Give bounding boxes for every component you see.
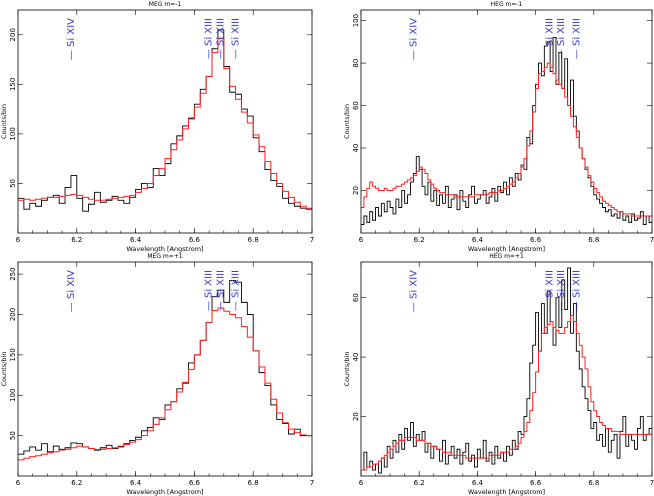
x-axis-label: Wavelength [Angstrom]: [126, 245, 203, 253]
x-axis-label: Wavelength [Angstrom]: [468, 245, 545, 253]
x-tick-label: 6.2: [71, 479, 82, 487]
chart-panel-4: HEG m=+1 6 6.2 6.4 6.6 6.8 7 20 40 60 Wavelength […: [343, 253, 654, 496]
x-tick-label: 6.6: [189, 236, 201, 244]
chart-title: MEG m=-1: [149, 1, 182, 8]
x-tick-label: 6.4: [130, 479, 142, 487]
x-tick-label: 6.8: [588, 479, 599, 487]
x-tick-label: 6.8: [248, 236, 259, 244]
y-tick-label: 50: [9, 179, 17, 188]
x-tick-label: 6.4: [472, 479, 484, 487]
y-tick-label: 20: [352, 412, 360, 421]
y-axis-label: Counts/bin: [0, 104, 8, 139]
chart-title: HEG m=-1: [491, 1, 523, 8]
spectral-line-label: — Si XIII: [215, 270, 226, 311]
y-tick-label: 100: [9, 127, 17, 140]
plot-frame: [17, 261, 313, 477]
y-tick-label: 60: [352, 101, 360, 110]
x-tick-label: 7: [310, 479, 314, 487]
spectral-line-label: — Si XIII: [556, 18, 567, 59]
model-histogram: [361, 315, 652, 471]
model-histogram: [18, 307, 312, 461]
chart-title: HEG m=+1: [489, 253, 524, 260]
y-axis-label: Counts/bin: [343, 104, 351, 139]
x-tick-label: 6.4: [130, 236, 142, 244]
y-axis-label: Counts/bin: [343, 352, 351, 387]
spectral-line-label: — Si XIV: [66, 270, 77, 312]
y-tick-label: 40: [352, 353, 360, 362]
x-tick-label: 7: [650, 479, 654, 487]
x-tick-label: 6.6: [530, 479, 542, 487]
spectral-line-label: — Si XIV: [408, 18, 419, 60]
y-tick-label: 250: [9, 267, 17, 280]
x-tick-label: 7: [310, 236, 314, 244]
model-histogram: [361, 62, 652, 217]
spectral-line-label: — Si XIII: [556, 270, 567, 311]
data-histogram: [18, 280, 312, 455]
y-tick-label: 60: [352, 293, 360, 302]
x-tick-label: 6: [16, 479, 21, 487]
x-tick-label: 6.2: [414, 236, 425, 244]
y-tick-label: 200: [9, 28, 17, 41]
spectral-line-label: — Si XIV: [66, 18, 77, 60]
x-tick-label: 7: [650, 236, 654, 244]
spectral-line-label: — Si XIII: [204, 18, 215, 59]
x-axis-label: Wavelength [Angstrom]: [468, 488, 545, 496]
y-tick-label: 100: [9, 389, 17, 402]
spectral-line-label: — Si XIII: [215, 18, 226, 59]
model-histogram: [18, 38, 312, 209]
spectral-line-label: — Si XIII: [571, 270, 582, 311]
x-tick-label: 6.8: [588, 236, 599, 244]
y-tick-label: 100: [352, 14, 360, 27]
y-tick-label: 200: [9, 308, 17, 321]
x-tick-label: 6.4: [472, 236, 484, 244]
plot-frame: [360, 261, 653, 477]
data-histogram: [361, 37, 652, 225]
plot-frame: [360, 9, 653, 234]
chart-panel-2: HEG m=-1 6 6.2 6.4 6.6 6.8 7 20 40 60 80 100 Wavelen…: [343, 1, 654, 253]
y-tick-label: 80: [352, 59, 360, 68]
spectral-line-label: — Si XIV: [408, 270, 419, 312]
y-tick-label: 40: [352, 144, 360, 153]
data-histogram: [361, 267, 652, 474]
x-tick-label: 6.6: [189, 479, 201, 487]
y-tick-label: 20: [352, 186, 360, 195]
data-histogram: [18, 29, 312, 212]
spectral-line-label: — Si XIII: [231, 270, 242, 311]
x-tick-label: 6.2: [414, 479, 425, 487]
chart-panel-1: MEG m=-1 6 6.2 6.4 6.6 6.8 7 50 100 150 200 Wavelen…: [0, 1, 314, 253]
x-tick-label: 6.8: [248, 479, 259, 487]
y-axis-label: Counts/bin: [0, 352, 8, 387]
x-tick-label: 6: [359, 479, 364, 487]
y-tick-label: 150: [9, 78, 17, 91]
spectral-line-label: — Si XIII: [571, 18, 582, 59]
plot-frame: [17, 9, 313, 234]
chart-title: MEG m=+1: [147, 253, 182, 260]
spectral-line-label: — Si XIII: [545, 270, 556, 311]
x-axis-label: Wavelength [Angstrom]: [126, 488, 203, 496]
chart-panel-3: MEG m=+1 6 6.2 6.4 6.6 6.8 7 50 100 150 200 250 Wave…: [0, 253, 314, 496]
y-tick-label: 50: [9, 431, 17, 440]
spectral-line-label: — Si XIII: [231, 18, 242, 59]
spectral-line-label: — Si XIII: [545, 18, 556, 59]
x-tick-label: 6: [16, 236, 21, 244]
x-tick-label: 6: [359, 236, 364, 244]
x-tick-label: 6.6: [530, 236, 542, 244]
spectral-line-label: — Si XIII: [204, 270, 215, 311]
x-tick-label: 6.2: [71, 236, 82, 244]
y-tick-label: 150: [9, 348, 17, 361]
